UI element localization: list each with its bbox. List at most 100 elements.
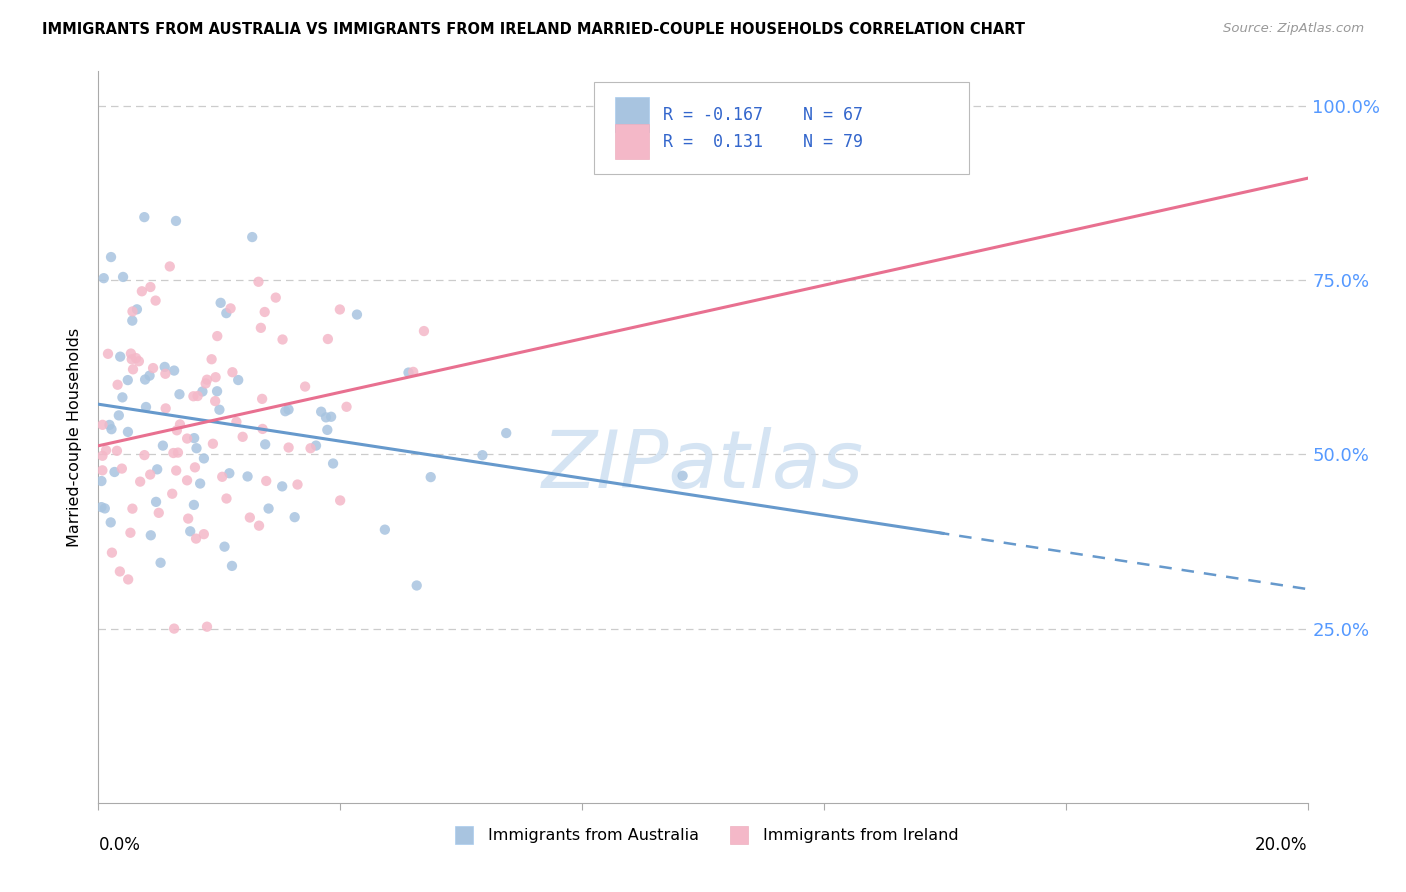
Point	[277, 441, 299, 455]
Point	[117, 373, 139, 387]
Point	[316, 423, 339, 437]
Point	[183, 389, 205, 403]
Point	[108, 565, 131, 579]
Point	[97, 347, 120, 361]
Point	[138, 368, 160, 383]
Point	[239, 510, 262, 524]
Point	[111, 390, 134, 404]
Point	[319, 409, 342, 424]
Point	[195, 620, 218, 634]
Point	[101, 546, 124, 560]
Point	[398, 366, 420, 380]
Point	[100, 422, 122, 436]
Point	[94, 501, 117, 516]
Y-axis label: Married-couple Households: Married-couple Households	[67, 327, 83, 547]
Bar	[614, 124, 648, 159]
Point	[139, 467, 162, 482]
Point	[207, 329, 229, 343]
Point	[284, 510, 307, 524]
Point	[299, 442, 322, 456]
Point	[252, 422, 274, 436]
Point	[145, 495, 167, 509]
Point	[167, 445, 190, 459]
Point	[139, 280, 162, 294]
Point	[155, 367, 177, 381]
Point	[204, 394, 226, 409]
Point	[294, 379, 316, 393]
Point	[166, 423, 188, 437]
Point	[90, 474, 112, 488]
Point	[98, 417, 121, 432]
Point	[162, 446, 184, 460]
Point	[225, 415, 247, 429]
Point	[93, 271, 115, 285]
Point	[176, 432, 198, 446]
Point	[186, 441, 208, 455]
Point	[100, 250, 122, 264]
Point	[177, 511, 200, 525]
Point	[149, 556, 172, 570]
Point	[211, 470, 233, 484]
Text: R = -0.167    N = 67: R = -0.167 N = 67	[664, 105, 863, 123]
Point	[236, 469, 259, 483]
Text: 20.0%: 20.0%	[1256, 836, 1308, 854]
Point	[188, 476, 211, 491]
Point	[191, 384, 214, 399]
Point	[128, 354, 150, 368]
Point	[346, 308, 368, 322]
Point	[129, 475, 152, 489]
Point	[309, 405, 332, 419]
Point	[305, 439, 328, 453]
Point	[165, 464, 187, 478]
Point	[253, 305, 276, 319]
Text: ZIPatlas: ZIPatlas	[541, 427, 865, 506]
Point	[221, 365, 243, 379]
Point	[165, 214, 187, 228]
Point	[322, 457, 344, 471]
Point	[135, 400, 157, 414]
Point	[218, 467, 240, 481]
Point	[215, 491, 238, 506]
Point	[152, 439, 174, 453]
Point	[215, 306, 238, 320]
Point	[193, 451, 215, 466]
Point	[146, 462, 169, 476]
Point	[121, 352, 143, 367]
Point	[247, 275, 270, 289]
Point	[329, 302, 352, 317]
Point	[145, 293, 167, 308]
Point	[374, 523, 396, 537]
Point	[179, 524, 201, 539]
Point	[316, 332, 339, 346]
Point	[139, 528, 162, 542]
Point	[121, 501, 143, 516]
Point	[134, 372, 156, 386]
Point	[160, 487, 183, 501]
Point	[159, 260, 181, 274]
Point	[120, 346, 142, 360]
Point	[471, 448, 494, 462]
Point	[240, 230, 263, 244]
Text: IMMIGRANTS FROM AUSTRALIA VS IMMIGRANTS FROM IRELAND MARRIED-COUPLE HOUSEHOLDS C: IMMIGRANTS FROM AUSTRALIA VS IMMIGRANTS …	[42, 22, 1025, 37]
Point	[247, 518, 270, 533]
Point	[117, 573, 139, 587]
Legend: Immigrants from Australia, Immigrants from Ireland: Immigrants from Australia, Immigrants fr…	[441, 822, 965, 850]
Point	[257, 501, 280, 516]
Point	[183, 431, 205, 445]
Point	[91, 417, 114, 432]
Point	[90, 500, 112, 515]
Point	[194, 376, 217, 391]
Point	[335, 400, 357, 414]
Point	[221, 558, 243, 573]
Point	[112, 269, 135, 284]
Point	[214, 540, 236, 554]
Point	[193, 527, 215, 541]
Point	[419, 470, 441, 484]
Point	[271, 333, 294, 347]
Point	[163, 622, 186, 636]
Point	[315, 410, 337, 425]
Point	[201, 436, 224, 450]
Text: Source: ZipAtlas.com: Source: ZipAtlas.com	[1223, 22, 1364, 36]
Point	[287, 477, 309, 491]
Point	[121, 313, 143, 327]
